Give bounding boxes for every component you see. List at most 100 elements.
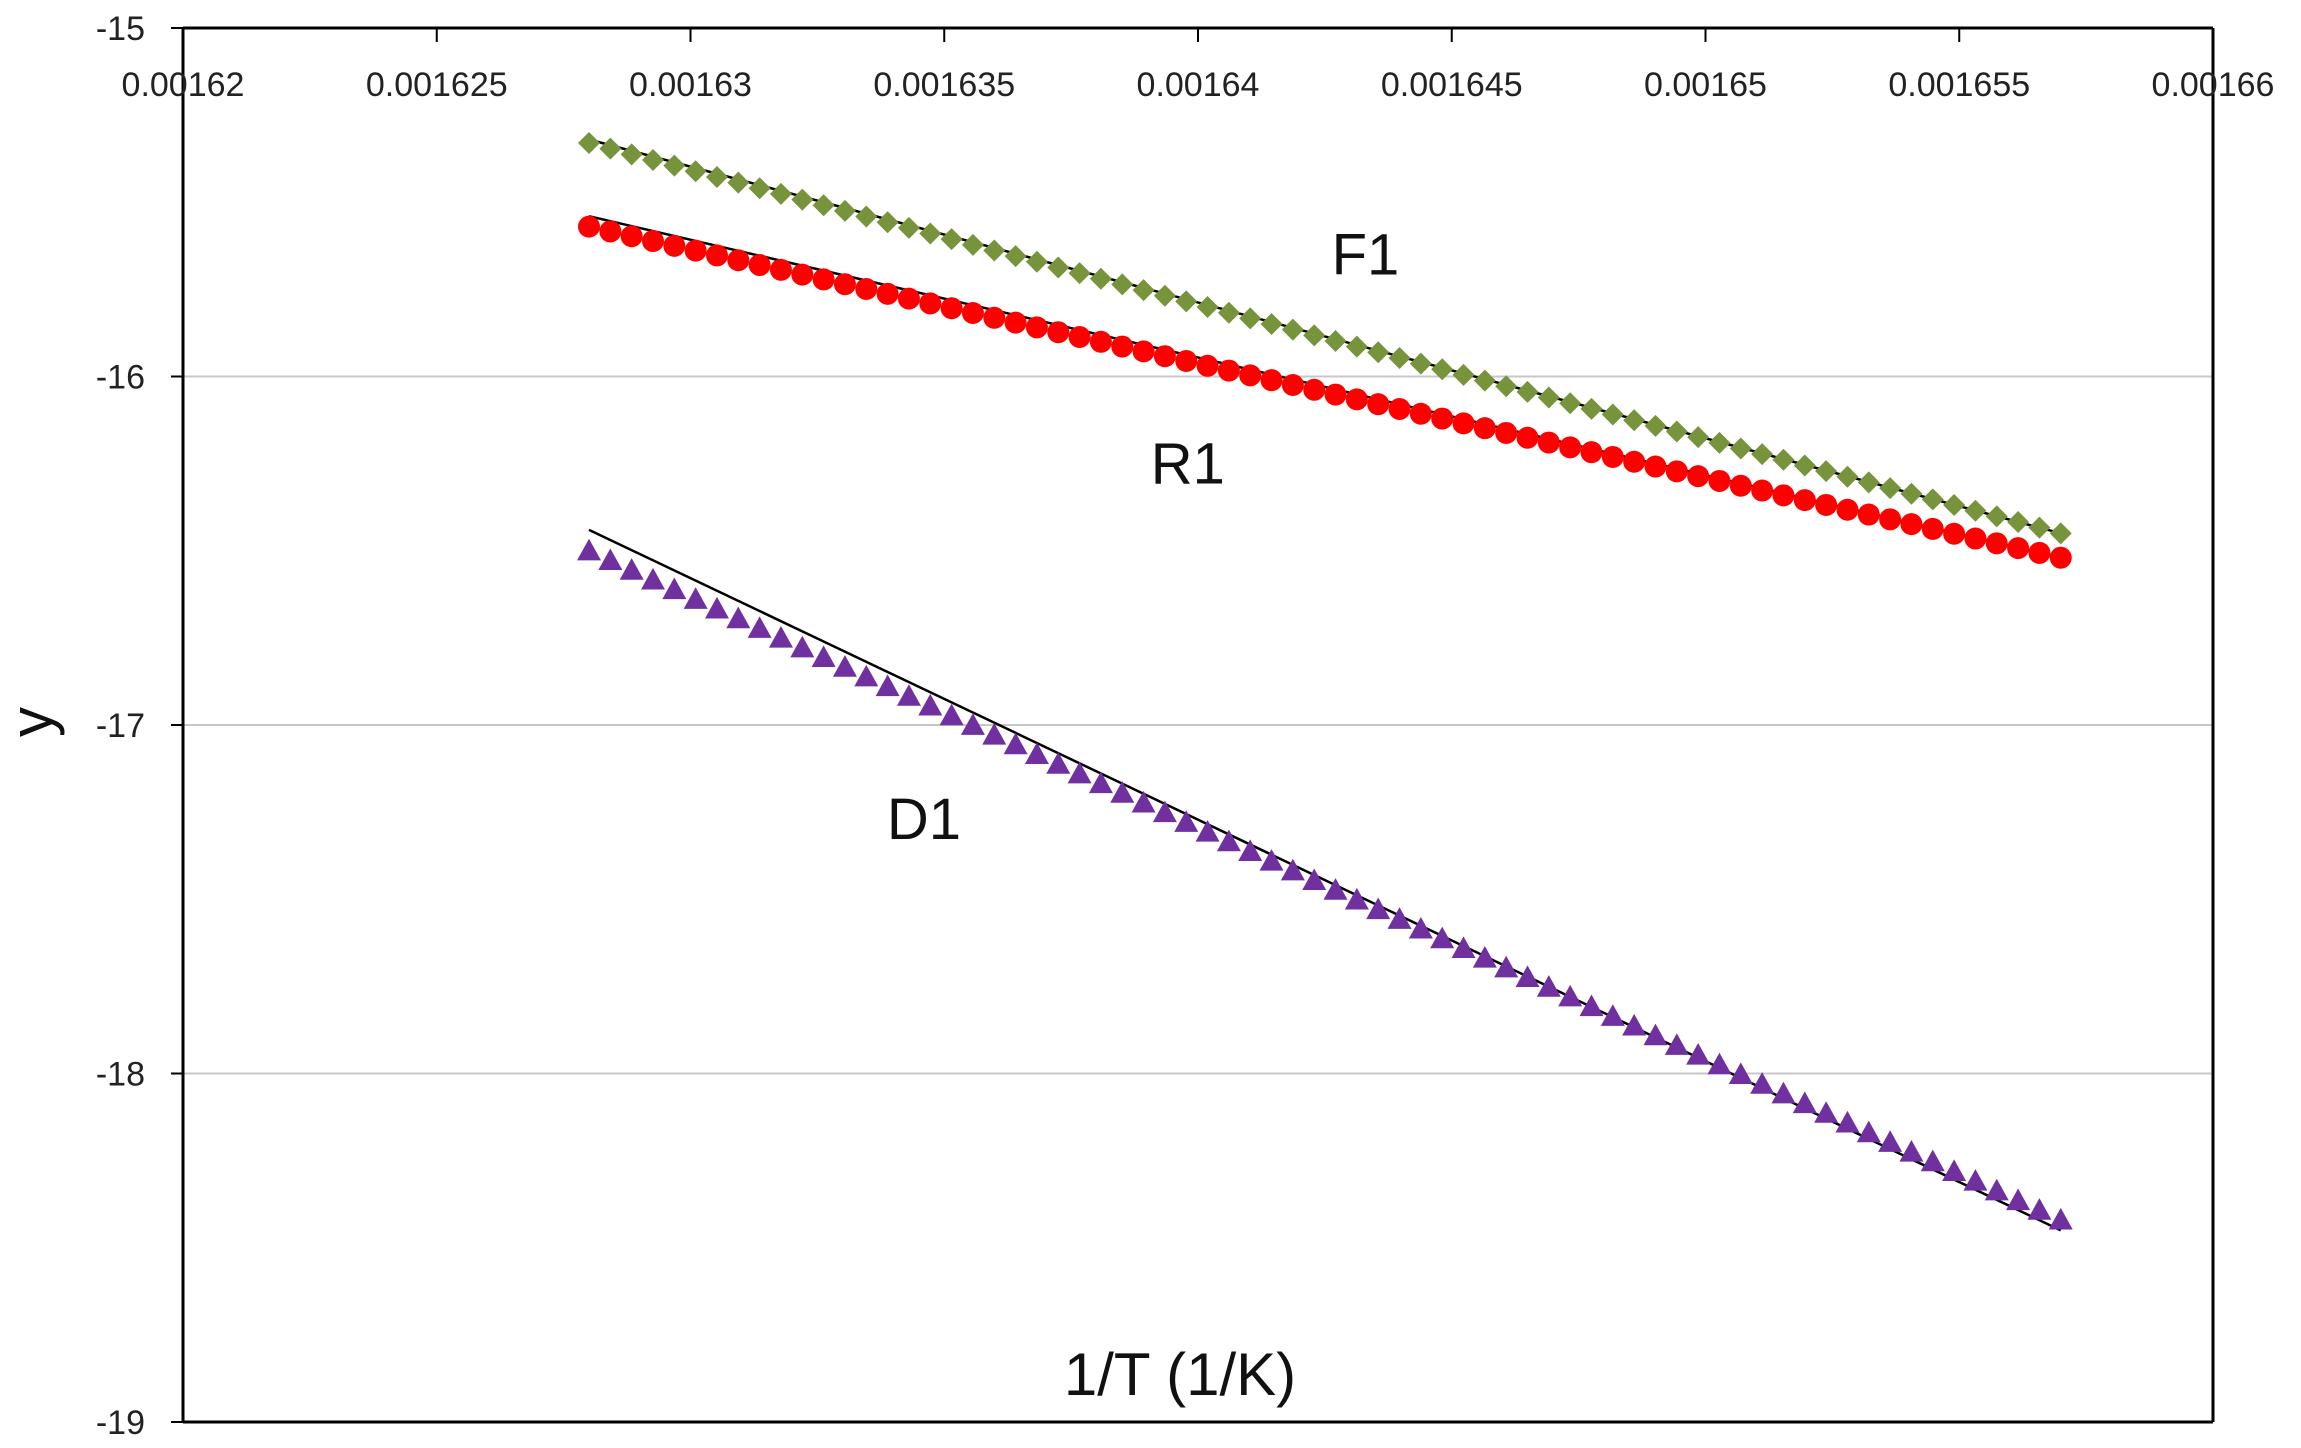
y-tick-label: -17 (96, 707, 145, 745)
f1-point (1409, 352, 1432, 375)
d1-point (1963, 1169, 1988, 1191)
d1-point (1451, 936, 1476, 958)
f1-point (1943, 494, 1966, 517)
d1-point (1110, 781, 1135, 803)
d1-fit-line (588, 528, 2062, 1232)
d1-point (598, 548, 623, 571)
r1-point (1623, 450, 1646, 473)
r1-point (1644, 455, 1667, 478)
d1-point (1344, 887, 1369, 910)
r1-point (1047, 321, 1070, 344)
f1-point (1047, 256, 1070, 279)
f1-point (599, 137, 622, 160)
d1-point (1515, 965, 1540, 988)
f1-point (1089, 267, 1112, 290)
d1-point (790, 635, 815, 658)
r1-point (1452, 412, 1475, 435)
r1-point (1900, 513, 1923, 536)
f1-point (1068, 262, 1091, 285)
r1-point (1324, 383, 1347, 406)
axis-layer (171, 26, 2215, 1424)
r1-point (833, 273, 856, 296)
d1-point (896, 684, 921, 706)
d1-point (982, 723, 1007, 745)
f1-point (1708, 431, 1731, 454)
r1-point (599, 220, 622, 243)
d1-point (1323, 878, 1348, 900)
r1-point (2028, 541, 2051, 564)
d1-point (704, 596, 729, 619)
r1-point (1068, 326, 1091, 349)
x-tick-label: 0.001655 (1888, 66, 2030, 104)
d1-point (1728, 1062, 1753, 1085)
f1-point (1879, 477, 1902, 500)
d1-point (1942, 1159, 1967, 1181)
f1-point (1473, 369, 1496, 392)
f1-point (1303, 324, 1326, 347)
r1-point (1431, 407, 1454, 430)
d1-point (1024, 742, 1049, 764)
d1-point (960, 713, 985, 735)
d1-point (1259, 849, 1284, 871)
r1-point (983, 306, 1006, 329)
f1-point (940, 228, 963, 251)
r1-point (855, 278, 878, 301)
d1-point (747, 616, 772, 638)
f1-point (1452, 363, 1475, 386)
f1-point (1153, 284, 1176, 307)
f1-point (1623, 409, 1646, 432)
d1-point (2048, 1207, 2073, 1230)
d1-point (619, 558, 644, 580)
f1-point (1196, 296, 1219, 319)
x-tick-label: 0.00163 (629, 66, 752, 104)
f1-point (1772, 448, 1795, 471)
f1-point (684, 160, 707, 183)
d1-point (1280, 858, 1305, 881)
f1-point (1367, 341, 1390, 364)
r1-point (1537, 431, 1560, 454)
y-tick-label: -19 (96, 1404, 145, 1442)
f1-point (1175, 290, 1198, 313)
f1-point (1239, 307, 1262, 330)
r1-point (1729, 474, 1752, 497)
f1-point (1900, 482, 1923, 505)
tick-label-layer: -15 -16 -17 -18 -19 0.00162 0.001625 0.00163 0.0… (96, 10, 2275, 1442)
f1-point (1495, 375, 1518, 398)
d1-point (1216, 829, 1241, 852)
r1-label: R1 (1151, 432, 1225, 497)
d1-point (768, 626, 793, 648)
d1-point (1600, 1004, 1625, 1026)
f1-point (705, 165, 728, 188)
f1-point (2049, 522, 2072, 545)
annotation-layer: F1 R1 D1 (887, 223, 1399, 853)
d1-point (1430, 926, 1455, 949)
d1-point (1707, 1052, 1732, 1075)
r1-point (812, 268, 835, 291)
x-tick-label: 0.00164 (1137, 66, 1260, 104)
r1-point (1964, 527, 1987, 550)
d1-point (1878, 1130, 1903, 1152)
x-tick-label: 0.001635 (873, 66, 1015, 104)
x-tick-label: 0.00162 (122, 66, 245, 104)
x-tick-label: 0.001625 (366, 66, 508, 104)
r1-point (1516, 426, 1539, 449)
r1-point (1793, 489, 1816, 512)
f1-point (876, 211, 899, 234)
r1-point (2007, 537, 2030, 560)
f1-point (1132, 279, 1155, 302)
f1-point (1815, 460, 1838, 483)
d1-point (811, 645, 836, 668)
d1-point (832, 655, 857, 677)
f1-point (1836, 465, 1859, 488)
r1-point (727, 249, 750, 272)
f1-point (833, 199, 856, 222)
r1-point (1495, 421, 1518, 444)
d1-point (1579, 994, 1604, 1017)
r1-point (1196, 354, 1219, 377)
r1-point (684, 239, 707, 262)
r1-point (1708, 469, 1731, 492)
f1-point (1793, 454, 1816, 477)
d1-point (1899, 1139, 1924, 1162)
f1-point (1964, 499, 1987, 522)
